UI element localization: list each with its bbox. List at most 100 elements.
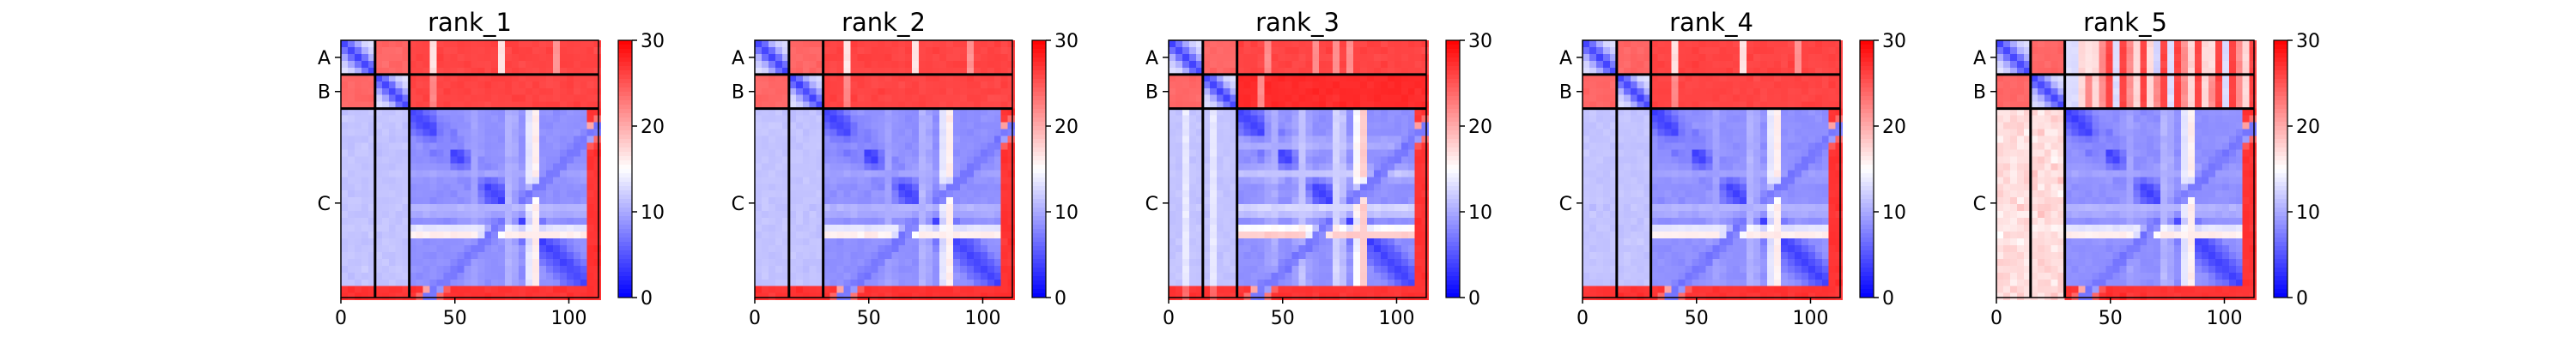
heatmap-cell (436, 40, 444, 48)
heatmap-cell (1637, 94, 1645, 103)
heatmap-cell (850, 94, 858, 103)
heatmap-cell (593, 272, 602, 280)
heatmap-cell (1236, 129, 1245, 136)
heatmap-cell (926, 67, 933, 75)
heatmap-cell (1169, 177, 1176, 184)
heatmap-cell (443, 177, 451, 184)
heatmap-cell (1630, 94, 1638, 103)
heatmap-cell (477, 108, 485, 117)
heatmap-cell (919, 81, 927, 89)
heatmap-cell (809, 170, 817, 178)
heatmap-cell (939, 163, 947, 171)
heatmap-cell (781, 244, 790, 253)
heatmap-cell (580, 142, 588, 150)
colorbar-segment (1446, 70, 1460, 75)
heatmap-cell (871, 225, 878, 232)
heatmap-cell (1333, 40, 1340, 48)
heatmap-cell (788, 232, 797, 239)
heatmap-cell (552, 190, 561, 198)
heatmap-cell (429, 87, 437, 96)
heatmap-cell (1664, 40, 1672, 48)
heatmap-cell (905, 74, 913, 82)
heatmap-cell (457, 225, 465, 232)
heatmap-cell (1380, 135, 1388, 143)
heatmap-cell (755, 244, 762, 253)
heatmap-cell (552, 177, 561, 184)
heatmap-cell (505, 122, 513, 129)
heatmap-cell (1414, 163, 1423, 171)
heatmap-cell (926, 190, 933, 198)
heatmap-cell (538, 265, 547, 274)
heatmap-cell (993, 272, 1002, 280)
heatmap-cell (946, 142, 954, 150)
heatmap-cell (1753, 81, 1761, 89)
heatmap-cell (402, 40, 410, 48)
heatmap-cell (1312, 40, 1320, 48)
heatmap-cell (347, 218, 355, 226)
x-tick-label: 0 (335, 308, 347, 329)
heatmap-cell (871, 218, 878, 226)
heatmap-cell (878, 225, 885, 232)
heatmap-cell (1271, 163, 1279, 171)
heatmap-cell (498, 232, 506, 239)
heatmap-cell (1312, 156, 1320, 164)
heatmap-cell (878, 53, 885, 62)
heatmap-cell (1421, 142, 1430, 150)
heatmap-cell (802, 251, 811, 260)
colorbar-segment (618, 66, 632, 71)
heatmap-cell (1257, 184, 1265, 191)
heatmap-cell (1175, 46, 1183, 55)
heatmap-cell (409, 190, 417, 198)
heatmap-cell (1182, 46, 1190, 55)
heatmap-cell (1595, 81, 1604, 89)
heatmap-cell (368, 40, 376, 48)
heatmap-cell (980, 197, 988, 205)
heatmap-cell (1188, 101, 1197, 110)
heatmap-cell (884, 94, 892, 103)
heatmap-cell (1202, 129, 1211, 136)
heatmap-cell (545, 190, 554, 198)
heatmap-cell (1814, 81, 1823, 89)
heatmap-cell (1360, 238, 1368, 246)
heatmap-cell (1298, 211, 1306, 219)
colorbar-segment (618, 199, 632, 204)
heatmap-cell (347, 115, 355, 123)
heatmap-cell (871, 286, 878, 294)
heatmap-cell (1346, 156, 1354, 164)
heatmap-cell (491, 46, 499, 55)
heatmap-cell (1000, 74, 1009, 82)
heatmap-cell (829, 74, 837, 82)
heatmap-cell (850, 244, 858, 253)
heatmap-cell (471, 251, 478, 260)
heatmap-cell (1175, 163, 1183, 171)
heatmap-cell (1366, 122, 1375, 129)
heatmap-cell (1400, 286, 1409, 294)
heatmap-cell (1828, 40, 1837, 48)
colorbar-segment (1032, 40, 1046, 45)
heatmap-cell (1326, 218, 1334, 226)
heatmap-cell (354, 258, 362, 267)
heatmap-cell (1678, 94, 1686, 103)
heatmap-cell (1421, 170, 1430, 178)
heatmap-cell (933, 122, 940, 129)
heatmap-cell (993, 74, 1002, 82)
heatmap-cell (871, 265, 878, 274)
heatmap-cell (1175, 108, 1183, 117)
heatmap-cell (566, 46, 574, 55)
heatmap-cell (1257, 101, 1265, 110)
heatmap-cell (1414, 286, 1423, 294)
heatmap-cell (491, 197, 499, 205)
heatmap-cell (1340, 101, 1347, 110)
heatmap-cell (952, 101, 961, 110)
heatmap-cell (781, 258, 790, 267)
heatmap-cell (1271, 67, 1279, 75)
heatmap-cell (946, 74, 954, 82)
heatmap-cell (436, 60, 444, 69)
heatmap-cell (1250, 94, 1258, 103)
heatmap-cell (519, 177, 526, 184)
heatmap-cell (898, 163, 906, 171)
heatmap-cell (1223, 67, 1231, 75)
heatmap-cell (1285, 115, 1292, 123)
heatmap-cell (1394, 67, 1402, 75)
heatmap-cell (1209, 94, 1218, 103)
